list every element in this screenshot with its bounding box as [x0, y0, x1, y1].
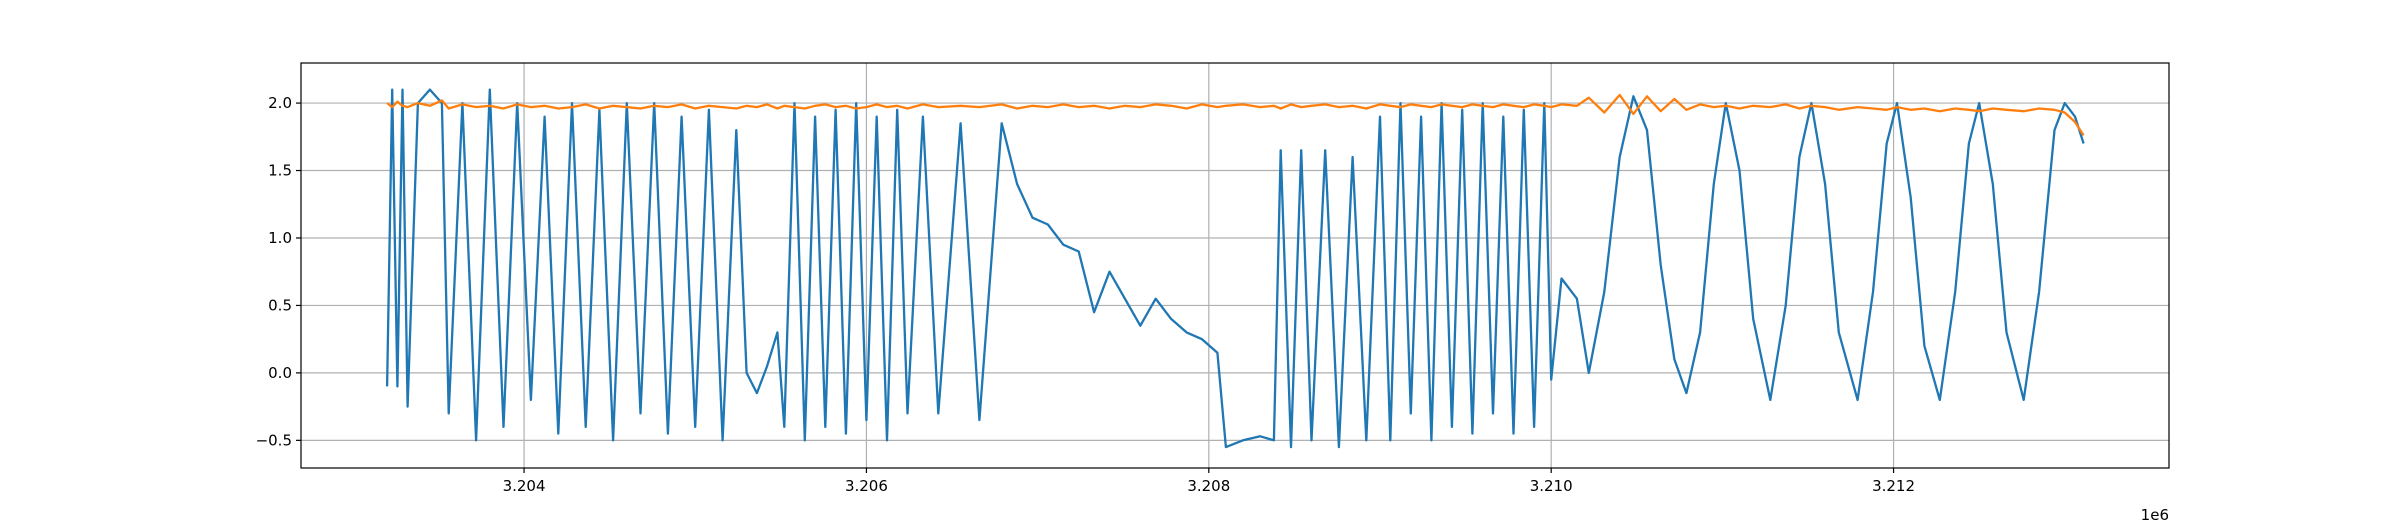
x-tick-label: 3.206: [845, 477, 888, 495]
plot-frame: [300, 62, 2170, 469]
x-tick-label: 3.208: [1187, 477, 1230, 495]
x-tick-label: 3.204: [503, 477, 546, 495]
y-tick-label: −0.5: [256, 431, 292, 449]
y-tick-label: 1.5: [268, 162, 292, 180]
x-tick-label: 3.210: [1530, 477, 1573, 495]
series-line: [386, 93, 2085, 137]
x-tick-label: 3.212: [1872, 477, 1915, 495]
series-line: [385, 88, 2085, 449]
y-tick-label: 1.0: [268, 229, 292, 247]
y-tick-label: 2.0: [268, 94, 292, 112]
x-offset-label: 1e6: [2141, 506, 2169, 524]
y-tick-label: 0.5: [268, 296, 292, 314]
y-tick-label: 0.0: [268, 364, 292, 382]
